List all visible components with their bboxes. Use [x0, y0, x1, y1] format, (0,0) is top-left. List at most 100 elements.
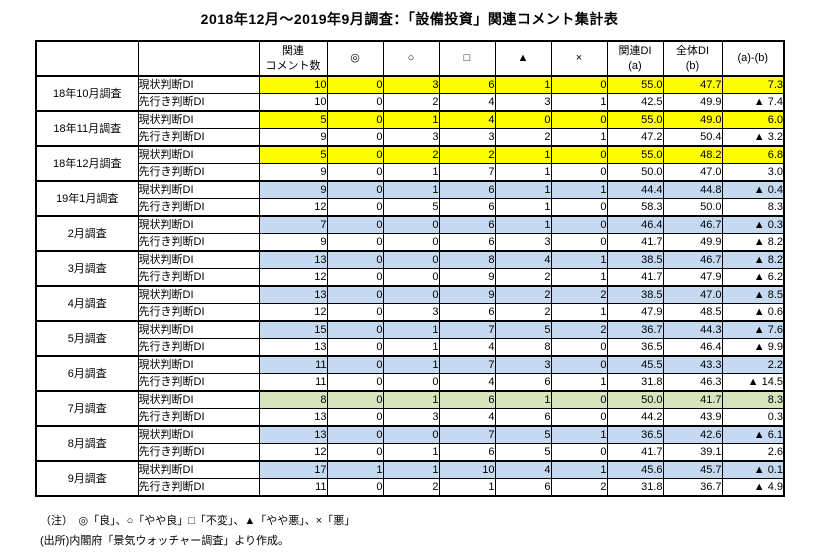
value-cell: 1 — [382, 390, 440, 409]
value-cell: 4 — [438, 408, 496, 427]
value-cell: 36.7 — [662, 478, 723, 497]
table-row: 先行き判断DI 13 0 1 4 8 0 36.5 46.4 ▲ 9.9 — [36, 338, 785, 357]
table-row: 先行き判断DI 12 0 1 6 5 0 41.7 39.1 2.6 — [36, 443, 785, 462]
value-cell: 8 — [438, 250, 496, 269]
header-comment-count-line1: 関連 — [282, 45, 304, 58]
value-cell: 46.7 — [662, 215, 723, 234]
value-cell: 49.0 — [662, 110, 723, 129]
value-cell: 3.0 — [721, 163, 785, 182]
value-cell: 1 — [494, 390, 552, 409]
value-cell: 13 — [258, 338, 328, 357]
value-cell: 1 — [382, 355, 440, 374]
value-cell: 38.5 — [606, 285, 664, 304]
value-cell: 3 — [382, 75, 440, 94]
value-cell: 0 — [550, 198, 608, 217]
month-cell: 2月調査 — [35, 215, 139, 252]
row-label-outlook-di: 先行き判断DI — [137, 163, 260, 182]
value-cell: 3 — [494, 355, 552, 374]
value-cell: 10 — [258, 93, 328, 112]
value-cell: 47.9 — [662, 268, 723, 287]
value-cell: 0 — [326, 443, 384, 462]
value-cell: 1 — [382, 110, 440, 129]
value-cell: 0 — [326, 163, 384, 182]
value-cell: 0 — [326, 390, 384, 409]
header-empty-label — [137, 40, 260, 77]
table-row: 先行き判断DI 11 0 2 1 6 2 31.8 36.7 ▲ 4.9 — [36, 478, 785, 497]
row-label-outlook-di: 先行き判断DI — [137, 268, 260, 287]
value-cell: 8.3 — [721, 390, 785, 409]
value-cell: 12 — [258, 198, 328, 217]
value-cell: 3 — [382, 128, 440, 147]
value-cell: 7 — [438, 355, 496, 374]
value-cell: ▲ 7.6 — [721, 320, 785, 339]
value-cell: ▲ 3.2 — [721, 128, 785, 147]
value-cell: 1 — [494, 75, 552, 94]
value-cell: 1 — [494, 163, 552, 182]
value-cell: 1 — [382, 460, 440, 479]
month-cell: 3月調査 — [35, 250, 139, 287]
value-cell: 48.2 — [662, 145, 723, 164]
table-row: 5月調査 現状判断DI 15 0 1 7 5 2 36.7 44.3 ▲ 7.6 — [35, 320, 785, 357]
value-cell: 3 — [494, 233, 552, 252]
value-cell: 0 — [382, 285, 440, 304]
value-cell: 6 — [438, 75, 496, 94]
row-label-current-di: 現状判断DI — [137, 320, 260, 339]
value-cell: 1 — [382, 163, 440, 182]
row-label-outlook-di: 先行き判断DI — [137, 443, 260, 462]
footnotes: （注） ◎「良」、○「やや良」□「不変」、▲「やや悪」、×「悪」 (出所)内閣府… — [40, 512, 819, 552]
value-cell: 6 — [494, 478, 552, 497]
header-symbol-rather-bad: ▲ — [494, 40, 552, 77]
value-cell: 36.5 — [606, 338, 664, 357]
value-cell: 31.8 — [606, 478, 664, 497]
value-cell: 2 — [382, 145, 440, 164]
value-cell: 41.7 — [662, 390, 723, 409]
header-related-di: 関連DI (a) — [606, 40, 664, 77]
value-cell: 0 — [326, 320, 384, 339]
value-cell: 50.0 — [606, 390, 664, 409]
table-row: 先行き判断DI 9 0 1 7 1 0 50.0 47.0 3.0 — [36, 163, 785, 182]
value-cell: 1 — [550, 268, 608, 287]
row-label-current-di: 現状判断DI — [137, 145, 260, 164]
value-cell: 9 — [258, 128, 328, 147]
value-cell: 0 — [550, 163, 608, 182]
value-cell: 41.7 — [606, 233, 664, 252]
value-cell: 0 — [550, 145, 608, 164]
value-cell: 41.7 — [606, 443, 664, 462]
value-cell: 5 — [258, 145, 328, 164]
value-cell: 6 — [494, 373, 552, 392]
value-cell: 0 — [550, 355, 608, 374]
value-cell: 1 — [494, 198, 552, 217]
value-cell: 39.1 — [662, 443, 723, 462]
value-cell: 3 — [438, 128, 496, 147]
month-cell: 18年10月調査 — [35, 75, 139, 112]
table-row: 8月調査 現状判断DI 13 0 0 7 5 1 36.5 42.6 ▲ 6.1 — [35, 425, 785, 462]
value-cell: 0 — [382, 215, 440, 234]
value-cell: 11 — [258, 355, 328, 374]
value-cell: 0 — [326, 110, 384, 129]
value-cell: 3 — [494, 93, 552, 112]
value-cell: 6 — [438, 198, 496, 217]
value-cell: 0 — [382, 250, 440, 269]
value-cell: 47.9 — [606, 303, 664, 322]
value-cell: 1 — [550, 425, 608, 444]
value-cell: 2 — [494, 268, 552, 287]
value-cell: 44.2 — [606, 408, 664, 427]
value-cell: ▲ 0.3 — [721, 215, 785, 234]
value-cell: 2 — [494, 128, 552, 147]
month-cell: 5月調査 — [35, 320, 139, 357]
page-title: 2018年12月～2019年9月調査：「設備投資」関連コメント集計表 — [200, 11, 619, 27]
value-cell: ▲ 0.4 — [721, 180, 785, 199]
value-cell: 0 — [326, 145, 384, 164]
value-cell: 1 — [382, 320, 440, 339]
row-label-current-di: 現状判断DI — [137, 110, 260, 129]
header-overall-di: 全体DI (b) — [662, 40, 723, 77]
table-row: 先行き判断DI 9 0 3 3 2 1 47.2 50.4 ▲ 3.2 — [36, 128, 785, 147]
value-cell: 0 — [326, 338, 384, 357]
value-cell: 1 — [550, 93, 608, 112]
value-cell: 0 — [326, 250, 384, 269]
value-cell: 2 — [494, 285, 552, 304]
value-cell: 0 — [326, 355, 384, 374]
table-row: 6月調査 現状判断DI 11 0 1 7 3 0 45.5 43.3 2.2 — [35, 355, 785, 392]
table-row: 先行き判断DI 12 0 5 6 1 0 58.3 50.0 8.3 — [36, 198, 785, 217]
